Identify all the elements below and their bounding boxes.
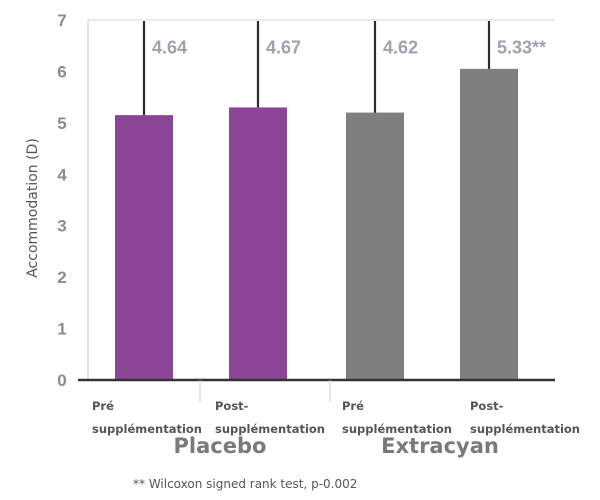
bar — [229, 107, 287, 380]
category-label-line2: supplémentation — [215, 422, 325, 436]
bar — [346, 112, 404, 381]
y-tick-label: 4 — [57, 165, 67, 184]
footnote: ** Wilcoxon signed rank test, p-0.002 — [133, 477, 357, 491]
y-tick-label: 7 — [57, 11, 66, 30]
category-label-line1: Post- — [215, 399, 249, 413]
bar — [115, 115, 173, 381]
group-label: Extracyan — [381, 434, 499, 458]
y-tick-label: 0 — [57, 371, 66, 390]
group-label: Placebo — [174, 434, 267, 458]
category-label-line1: Pré — [92, 399, 114, 413]
category-label-line2: supplémentation — [470, 422, 580, 436]
y-tick-label: 2 — [57, 268, 66, 287]
y-tick-label: 6 — [57, 62, 66, 81]
y-tick-label: 1 — [57, 320, 66, 339]
data-label: 4.62 — [383, 37, 418, 57]
data-label: 5.33** — [497, 37, 546, 57]
y-axis-label: Accommodation (D) — [25, 138, 41, 278]
data-label: 4.64 — [152, 37, 187, 57]
category-label-line1: Post- — [470, 399, 504, 413]
category-label-line2: supplémentation — [342, 422, 452, 436]
data-label: 4.67 — [266, 37, 301, 57]
y-tick-label: 5 — [57, 114, 66, 133]
category-label-line2: supplémentation — [92, 422, 202, 436]
category-label-line1: Pré — [342, 399, 364, 413]
y-tick-label: 3 — [57, 217, 66, 236]
bar — [460, 68, 518, 380]
